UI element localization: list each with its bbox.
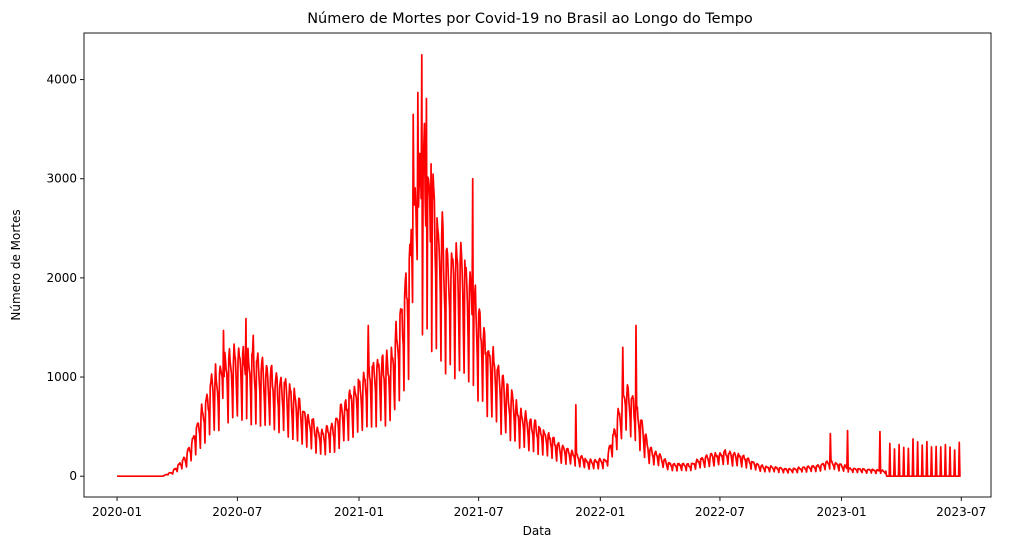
y-tick-label: 3000 [46,172,77,186]
y-axis-label: Número de Mortes [9,209,23,320]
y-tick-label: 2000 [46,271,77,285]
x-axis-ticks: 2020-01 2020-07 2021-01 2021-07 2022-01 2022-… [92,497,986,519]
x-tick-label: 2020-01 [92,505,142,519]
x-axis-label: Data [523,524,552,538]
plot-area [83,32,992,498]
y-tick-label: 4000 [46,73,77,87]
x-tick-label: 2021-07 [454,505,504,519]
x-tick-label: 2020-07 [212,505,262,519]
y-axis-ticks: 0 1000 2000 3000 4000 [46,73,84,483]
chart-title: Número de Mortes por Covid-19 no Brasil … [307,11,753,27]
y-tick-label: 0 [69,469,77,483]
y-tick-label: 1000 [46,370,77,384]
x-tick-label: 2021-01 [334,505,384,519]
x-tick-label: 2023-01 [817,505,867,519]
x-tick-label: 2023-07 [936,505,986,519]
plot-frame [83,32,992,498]
x-tick-label: 2022-07 [695,505,745,519]
x-tick-label: 2022-01 [575,505,625,519]
deaths-series-line [116,53,961,478]
